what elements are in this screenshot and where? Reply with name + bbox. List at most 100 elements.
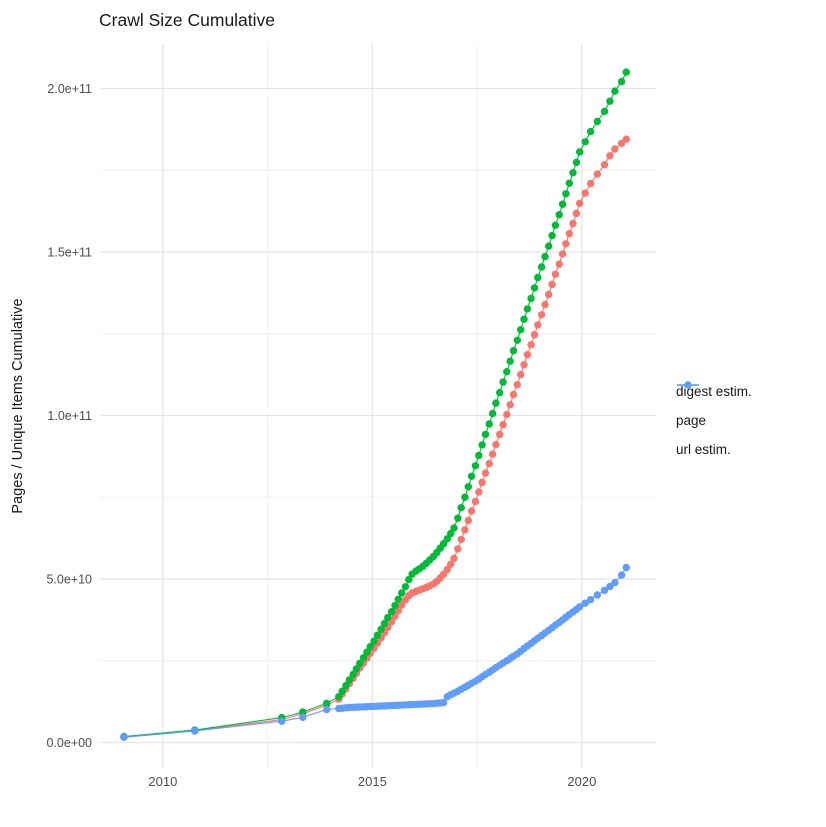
point-page xyxy=(405,575,413,584)
point-page xyxy=(366,643,374,651)
point-page xyxy=(517,326,525,334)
point-digest-estim- xyxy=(398,601,406,609)
point-page xyxy=(323,699,331,707)
legend-item-url-estim: url estim. xyxy=(676,381,752,464)
gridlines xyxy=(100,44,656,768)
y-tick-label: 5.0e+10 xyxy=(46,572,92,586)
point-digest-estim- xyxy=(461,526,469,534)
legend-label: page xyxy=(676,413,707,428)
point-page xyxy=(391,601,399,610)
point-digest-estim- xyxy=(527,341,535,349)
point-page xyxy=(541,252,549,261)
axis-tick-labels: 0.0e+00 5.0e+10 1.0e+11 1.5e+11 2.0e+11 2010 2… xyxy=(46,82,596,789)
point-page xyxy=(593,117,601,126)
point-digest-estim- xyxy=(513,381,521,389)
point-digest-estim- xyxy=(611,145,619,153)
point-page xyxy=(506,357,514,365)
point-page xyxy=(488,409,497,418)
point-digest-estim- xyxy=(622,135,630,143)
point-page xyxy=(471,462,480,470)
point-page xyxy=(492,399,500,407)
point-page xyxy=(356,659,364,668)
point-digest-estim- xyxy=(488,450,497,458)
point-digest-estim- xyxy=(569,219,577,228)
y-tick-label: 0.0e+00 xyxy=(46,736,92,750)
point-page xyxy=(464,483,472,491)
point-digest-estim- xyxy=(565,230,573,238)
point-page xyxy=(377,625,385,633)
point-url-estim- xyxy=(606,582,614,591)
point-digest-estim- xyxy=(492,440,500,449)
point-page xyxy=(398,589,406,597)
point-digest-estim- xyxy=(581,189,589,197)
point-digest-estim- xyxy=(485,459,493,468)
chart-title: Crawl Size Cumulative xyxy=(99,10,275,30)
y-axis-title: Pages / Unique Items Cumulative xyxy=(10,298,26,513)
series-line-url-estim- xyxy=(123,567,627,738)
point-page xyxy=(485,420,493,428)
point-page xyxy=(443,535,451,543)
point-digest-estim- xyxy=(537,311,546,319)
point-page xyxy=(349,670,357,679)
point-page xyxy=(338,687,346,695)
point-page xyxy=(380,619,389,628)
point-page xyxy=(611,87,619,95)
point-digest-estim- xyxy=(534,321,542,329)
point-url-estim- xyxy=(586,595,595,604)
point-url-estim- xyxy=(617,571,626,579)
legend-label: digest estim. xyxy=(676,384,752,399)
point-digest-estim- xyxy=(562,240,570,248)
point-digest-estim- xyxy=(509,390,518,399)
y-tick-label: 1.5e+11 xyxy=(47,245,92,259)
point-page xyxy=(548,231,556,240)
point-digest-estim- xyxy=(606,152,614,160)
point-digest-estim- xyxy=(478,478,486,487)
point-url-estim- xyxy=(120,733,128,741)
point-url-estim- xyxy=(576,603,584,611)
point-digest-estim- xyxy=(496,430,504,439)
point-digest-estim- xyxy=(555,260,563,268)
point-digest-estim- xyxy=(450,554,458,563)
point-url-estim- xyxy=(191,727,199,735)
point-page xyxy=(558,200,567,208)
point-url-estim- xyxy=(439,698,448,707)
point-page xyxy=(555,211,563,219)
point-digest-estim- xyxy=(530,331,539,339)
point-page xyxy=(581,138,589,146)
point-digest-estim- xyxy=(548,280,556,289)
y-tick-label: 1.0e+11 xyxy=(47,409,92,423)
point-page xyxy=(572,158,581,167)
point-url-estim- xyxy=(600,586,609,595)
point-digest-estim- xyxy=(464,516,472,525)
legend-key-line-dot-icon xyxy=(677,381,699,389)
point-page xyxy=(496,388,504,397)
point-digest-estim- xyxy=(503,410,511,419)
point-page xyxy=(467,472,476,480)
point-digest-estim- xyxy=(457,535,465,544)
point-digest-estim- xyxy=(572,209,581,218)
point-page xyxy=(401,583,410,591)
point-page xyxy=(387,608,396,616)
point-digest-estim- xyxy=(481,469,490,477)
point-page xyxy=(481,430,490,439)
point-page xyxy=(447,529,455,538)
point-page xyxy=(523,305,532,313)
point-page xyxy=(499,378,507,386)
point-digest-estim- xyxy=(475,488,483,496)
legend: digest estim. page url estim. xyxy=(676,377,752,464)
point-page xyxy=(569,169,577,177)
point-page xyxy=(370,637,378,645)
point-page xyxy=(345,676,353,684)
point-url-estim- xyxy=(611,578,619,587)
x-tick-label: 2020 xyxy=(567,774,596,789)
point-page xyxy=(457,504,465,512)
point-digest-estim- xyxy=(558,250,567,258)
point-digest-estim- xyxy=(506,401,514,409)
point-page xyxy=(509,347,518,355)
point-url-estim- xyxy=(593,591,601,599)
point-digest-estim- xyxy=(600,161,609,169)
point-page xyxy=(576,148,584,156)
point-digest-estim- xyxy=(586,179,595,188)
point-page xyxy=(299,708,307,716)
